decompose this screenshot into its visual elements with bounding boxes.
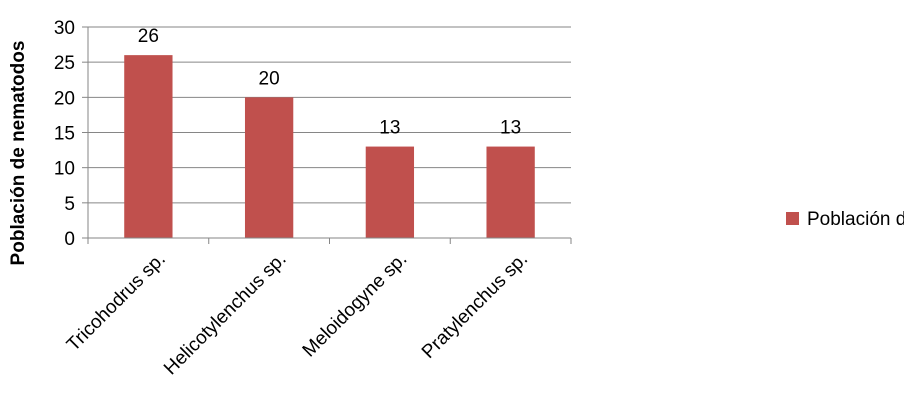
category-label: Helicotylenchus sp. xyxy=(160,249,291,380)
data-label: 13 xyxy=(500,118,521,139)
y-tick-label: 30 xyxy=(54,18,75,39)
y-tick-label: 10 xyxy=(54,159,75,180)
axes xyxy=(87,27,572,244)
y-tick-label: 25 xyxy=(54,53,75,74)
y-tick-labels: 0 5 10 15 20 25 30 xyxy=(54,18,75,250)
legend-swatch xyxy=(786,212,799,225)
legend: Población de nematodos xyxy=(786,209,904,230)
y-tick-label: 0 xyxy=(64,229,75,250)
data-labels: 26 20 13 13 xyxy=(138,26,521,138)
data-label: 26 xyxy=(138,26,159,47)
bar xyxy=(124,55,173,239)
category-labels: Tricohodrus sp.Helicotylenchus sp. Meloid… xyxy=(63,249,532,380)
legend-label: Población de nematodos xyxy=(807,209,904,230)
data-label: 13 xyxy=(379,118,400,139)
data-label: 20 xyxy=(259,68,280,89)
category-label: Meloidogyne sp. xyxy=(299,249,412,362)
y-axis-title: Población de nematodos xyxy=(8,41,29,266)
bar xyxy=(365,146,415,238)
category-label: Tricohodrus sp. xyxy=(63,249,170,356)
y-tick-label: 15 xyxy=(54,124,75,145)
category-label: Pratylenchus sp. xyxy=(418,249,532,363)
y-tick-label: 20 xyxy=(54,88,75,109)
bar xyxy=(244,97,294,238)
bars xyxy=(124,55,535,239)
bar xyxy=(486,146,535,238)
y-tick-label: 5 xyxy=(64,194,75,215)
